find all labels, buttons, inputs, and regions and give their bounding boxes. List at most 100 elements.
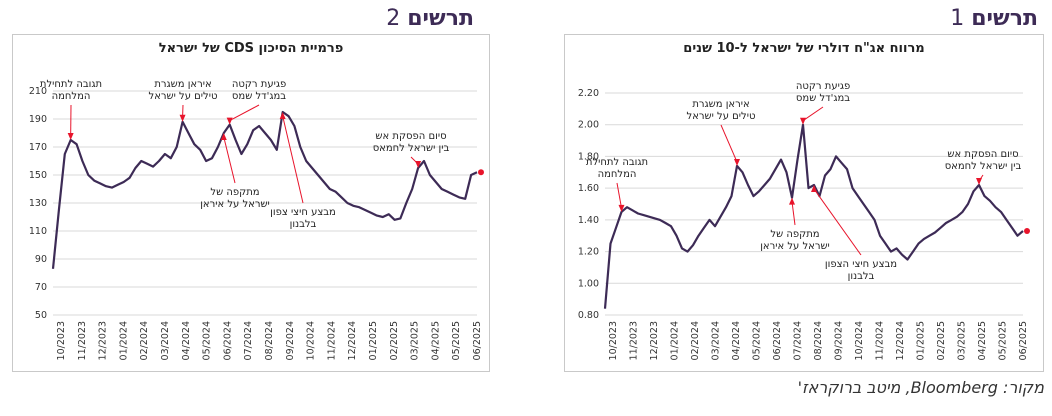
- annotation-text: בלבנון: [848, 271, 875, 282]
- arrow-head: [179, 114, 186, 122]
- x-tick-label: 12/2023: [98, 321, 109, 360]
- annotation-arrow: [802, 106, 824, 122]
- arrow-head: [976, 177, 982, 185]
- y-tick-label: 1.00: [578, 278, 599, 289]
- y-tick-label: 1.20: [578, 247, 599, 258]
- y-tick-label: 0.80: [578, 310, 599, 321]
- y-tick-label: 190: [29, 114, 47, 125]
- y-tick-label: 170: [29, 142, 47, 153]
- annotation-arrow: [791, 201, 796, 226]
- x-tick-label: 03/2025: [957, 321, 968, 360]
- x-tick-label: 03/2024: [711, 321, 722, 360]
- x-tick-label: 11/2024: [326, 321, 337, 360]
- x-tick-label: 10/2024: [854, 321, 865, 360]
- annotation-text: תגובה לתחילת: [586, 157, 648, 168]
- x-tick-label: 11/2023: [77, 321, 88, 360]
- x-tick-label: 09/2024: [834, 321, 845, 360]
- arrow-head: [811, 184, 817, 192]
- arrow-head: [789, 197, 795, 205]
- x-tick-label: 06/2025: [472, 321, 483, 360]
- annotation-text: איראן משגרת: [154, 79, 211, 90]
- annotation-text: בין ישראל לחמאס: [945, 161, 1022, 172]
- annotation-text: תגובה לתחילת: [40, 79, 102, 90]
- x-tick-label: 01/2025: [916, 321, 927, 360]
- annotation-arrow: [720, 124, 738, 163]
- arrow-head: [415, 161, 422, 168]
- x-tick-label: 09/2024: [285, 321, 296, 360]
- annotation-text: סיום הפסקת אש: [375, 131, 446, 142]
- annotation-text: איראן משגרת: [692, 99, 749, 110]
- annotation-text: סיום הפסקת אש: [947, 149, 1018, 160]
- x-tick-label: 06/2024: [222, 321, 233, 360]
- x-tick-label: 07/2024: [243, 321, 254, 360]
- annotation-arrow: [223, 136, 236, 184]
- x-tick-label: 05/2024: [202, 321, 213, 360]
- y-tick-label: 1.40: [578, 215, 599, 226]
- annotation-text: המלחמה: [598, 169, 637, 180]
- chart-title: מרווח אג"ח דולרי של ישראל ל-10 שנים: [683, 41, 924, 56]
- annotation-text: פגיעת רקטה: [232, 79, 286, 90]
- y-tick-label: 130: [29, 198, 47, 209]
- figure-2-word: תרשים: [407, 6, 474, 31]
- annotation-text: מבצע חיצי הצפון: [825, 259, 897, 270]
- x-tick-label: 08/2024: [813, 321, 824, 360]
- annotation-arrow: [813, 188, 862, 256]
- figure-1-heading: תרשים 1: [950, 6, 1038, 31]
- x-tick-label: 04/2024: [181, 321, 192, 360]
- y-tick-label: 90: [35, 254, 47, 265]
- y-tick-label: 150: [29, 170, 47, 181]
- annotation-text: ישראל על איראן: [760, 241, 830, 252]
- arrow-head: [220, 133, 227, 140]
- x-tick-label: 08/2024: [264, 321, 275, 360]
- figure-2-number: 2: [386, 6, 401, 31]
- annotation-text: טילים על ישראל: [149, 91, 218, 102]
- annotation-text: ישראל על איראן: [200, 199, 270, 210]
- figure-2-heading: תרשים 2: [386, 6, 474, 31]
- x-tick-label: 05/2024: [752, 321, 763, 360]
- annotation-arrow: [616, 182, 622, 209]
- annotation-text: בלבנון: [290, 219, 317, 230]
- x-tick-label: 02/2024: [139, 321, 150, 360]
- y-tick-label: 110: [29, 226, 47, 237]
- arrow-head: [800, 117, 806, 125]
- y-tick-label: 2.20: [578, 88, 599, 99]
- y-tick-label: 1.80: [578, 151, 599, 162]
- series-line: [51, 110, 478, 269]
- x-tick-label: 10/2023: [608, 321, 619, 360]
- x-tick-label: 07/2024: [793, 321, 804, 360]
- x-tick-label: 12/2023: [649, 321, 660, 360]
- x-tick-label: 11/2024: [875, 321, 886, 360]
- annotation-text: במג'דל שמס: [796, 93, 850, 104]
- x-tick-label: 02/2025: [936, 321, 947, 360]
- last-value-dot: [478, 169, 484, 176]
- x-tick-label: 12/2024: [895, 321, 906, 360]
- last-value-dot: [1024, 227, 1030, 234]
- y-tick-label: 210: [29, 86, 47, 97]
- arrow-head: [67, 133, 74, 140]
- x-tick-label: 11/2023: [629, 321, 640, 360]
- x-tick-label: 05/2025: [451, 321, 462, 360]
- x-tick-label: 01/2025: [368, 321, 379, 360]
- annotation-arrow: [282, 115, 304, 204]
- annotation-text: מבצע חיצי צפון: [270, 207, 336, 218]
- annotation-text: המלחמה: [52, 91, 91, 102]
- figure-1-number: 1: [950, 6, 965, 31]
- annotation-text: טילים על ישראל: [687, 111, 756, 122]
- x-tick-label: 06/2025: [1018, 321, 1029, 360]
- annotation-arrow: [229, 104, 260, 122]
- x-tick-label: 04/2025: [430, 321, 441, 360]
- x-tick-label: 12/2024: [347, 321, 358, 360]
- figure-1-word: תרשים: [971, 6, 1038, 31]
- bond-spread-chart-panel: מרווח אג"ח דולרי של ישראל ל-10 שנים 0.80 1…: [564, 34, 1044, 372]
- annotation-text: פגיעת רקטה: [796, 81, 850, 92]
- cds-chart: פרמיית הסיכון CDS של ישראל 50 70 90 110 130 15…: [29, 41, 484, 360]
